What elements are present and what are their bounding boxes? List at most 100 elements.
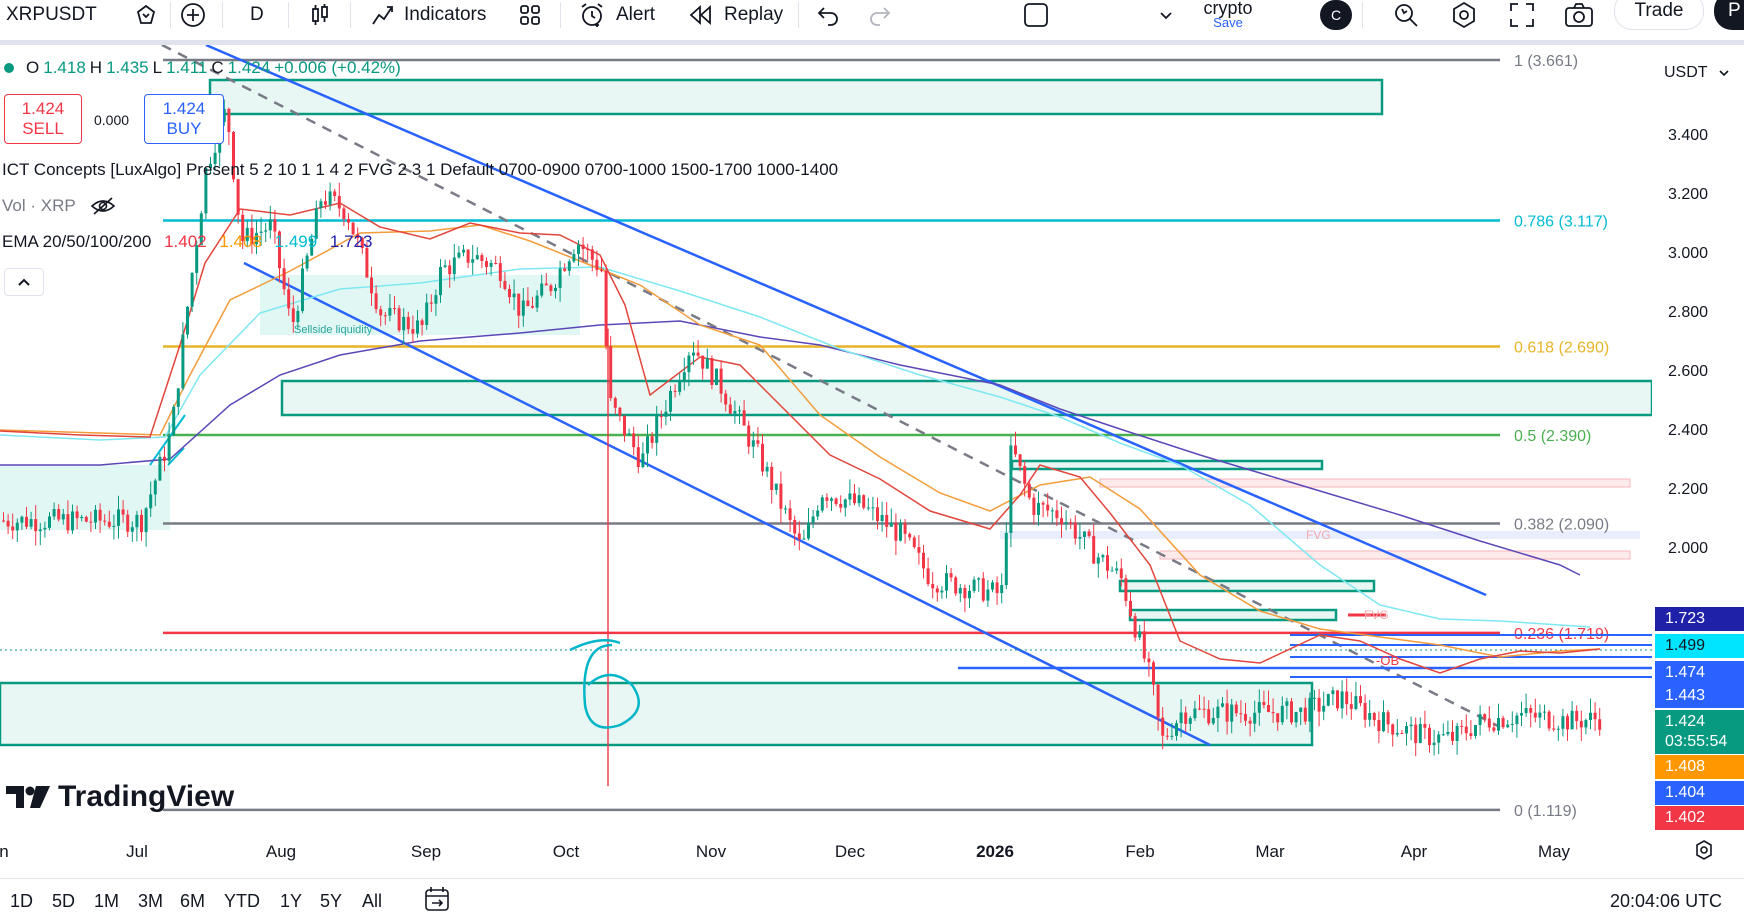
range-button-6m[interactable]: 6M (180, 891, 206, 911)
collapse-legend-button[interactable] (4, 268, 44, 296)
publish-button[interactable]: P (1714, 0, 1744, 30)
candle-body (1129, 600, 1132, 617)
templates-icon[interactable] (518, 0, 542, 30)
indicators-button[interactable]: Indicators (370, 0, 486, 30)
candle-body (1469, 733, 1473, 736)
candlestick-series[interactable] (2, 99, 1602, 786)
channel-upper-line[interactable] (205, 45, 1487, 597)
order-block-box[interactable] (1128, 608, 1338, 622)
undo-button[interactable] (816, 0, 840, 30)
candle-body (958, 587, 962, 594)
chart-type-icon[interactable] (308, 0, 332, 30)
candle-body (1579, 721, 1583, 728)
fib-level-label: 0 (1.119) (1514, 803, 1577, 820)
range-button-5y[interactable]: 5Y (320, 891, 343, 911)
eye-hidden-icon[interactable] (90, 196, 116, 216)
handwritten-six-drawing[interactable] (569, 638, 640, 729)
range-button-1m[interactable]: 1M (94, 891, 120, 911)
fullscreen-icon[interactable] (1508, 0, 1536, 30)
interval-button[interactable]: D (250, 0, 264, 30)
candle-body (66, 514, 70, 531)
candle-body (853, 493, 856, 504)
candle-body (259, 231, 263, 233)
candle-body (1529, 707, 1533, 713)
redo-button[interactable] (868, 0, 892, 30)
symbol-search-button[interactable]: XRPUSDT (6, 0, 97, 30)
range-button-3m[interactable]: 3M (138, 891, 164, 911)
order-block-box[interactable] (1010, 459, 1324, 471)
trade-button[interactable]: Trade (1614, 0, 1704, 30)
utc-clock[interactable]: 20:04:06 UTC (1610, 891, 1723, 911)
indicator-legend-ict[interactable]: ICT Concepts [LuxAlgo] Present 5 2 10 1 … (2, 160, 838, 180)
candle-body (1524, 707, 1528, 714)
candle-body (1589, 712, 1592, 721)
layout-toggle-icon[interactable] (1022, 0, 1050, 30)
ema-50-line[interactable] (0, 224, 1601, 658)
volume-indicator-label: Vol · XRP (2, 196, 76, 215)
order-block-box[interactable] (1118, 579, 1376, 593)
ema-200-line[interactable] (0, 320, 1581, 576)
camera-snapshot-icon[interactable] (1564, 0, 1594, 30)
order-block-box[interactable] (208, 78, 1384, 116)
indicators-label: Indicators (404, 4, 487, 25)
range-button-1y[interactable]: 1Y (280, 891, 303, 911)
candle-body (425, 302, 429, 325)
candle-body (696, 352, 700, 356)
candle-body (1441, 734, 1445, 736)
range-button-ytd[interactable]: YTD (224, 891, 260, 911)
price-axis-label: 03:55:54 (1655, 730, 1744, 754)
candle-body (186, 306, 189, 335)
candle-body (291, 308, 295, 323)
ema-100-line[interactable] (0, 266, 1591, 628)
date-range-picker-button[interactable] (422, 885, 452, 920)
candle-body (715, 368, 718, 385)
undo-icon (817, 7, 838, 26)
price-tick-label: 2.200 (1668, 481, 1709, 498)
candle-body (1395, 732, 1399, 735)
ema-20-line[interactable] (0, 202, 1601, 674)
compare-symbol-button[interactable] (180, 0, 206, 30)
candle-body (756, 440, 760, 444)
order-block-box[interactable] (0, 681, 1314, 747)
candle-body (572, 253, 576, 262)
candle-body (954, 577, 958, 594)
currency-selector[interactable]: USDT (1660, 58, 1744, 88)
settings-gear-icon[interactable] (1450, 0, 1478, 30)
quick-search-icon[interactable] (1392, 0, 1420, 30)
candle-body (1326, 694, 1330, 706)
buy-button[interactable]: 1.424 BUY (144, 94, 224, 144)
candle-body (1308, 697, 1312, 722)
chart-pane[interactable]: 1 (3.661) 0.786 (3.117) 0.618 (2.690) 0.5 (… (0, 45, 1744, 921)
sell-button[interactable]: 1.424 SELL (4, 94, 82, 144)
fib-level-label: 1 (3.661) (1514, 53, 1578, 70)
candle-body (650, 436, 654, 443)
candle-body (899, 523, 902, 541)
candle-body (641, 453, 645, 468)
order-block-box[interactable] (280, 379, 1654, 417)
candle-body (866, 507, 870, 509)
indicator-legend-volume[interactable]: Vol · XRP (2, 196, 116, 216)
alert-button[interactable]: Alert (578, 0, 655, 30)
time-axis-settings-icon[interactable] (1692, 838, 1716, 867)
save-layout-button[interactable]: crypto Save (1196, 0, 1260, 30)
candle-body (609, 346, 613, 399)
time-tick-label: Mar (1255, 842, 1285, 861)
top-toolbar: XRPUSDT D Indicators Alert Replay crypto (0, 0, 1744, 40)
replay-button[interactable]: Replay (688, 0, 783, 30)
ema-200-value: 1.723 (329, 232, 373, 251)
candle-body (1483, 714, 1487, 719)
candle-body (1556, 728, 1560, 730)
symbol-label: XRPUSDT (6, 4, 97, 25)
range-button-1d[interactable]: 1D (10, 891, 34, 911)
range-button-5d[interactable]: 5D (52, 891, 76, 911)
price-chart[interactable]: 1 (3.661) 0.786 (3.117) 0.618 (2.690) 0.5 (… (0, 45, 1744, 921)
avatar[interactable]: C (1320, 0, 1352, 30)
layout-menu-chevron-icon[interactable] (1158, 0, 1174, 30)
favorite-icon[interactable] (134, 0, 158, 30)
candle-body (434, 295, 438, 304)
indicator-legend-ema[interactable]: EMA 20/50/100/200 1.402 1.408 1.499 1.72… (2, 232, 372, 252)
channel-mid-dashed-line[interactable] (161, 45, 1501, 729)
fib-retracement[interactable]: 1 (3.661) 0.786 (3.117) 0.618 (2.690) 0.5 (… (163, 53, 1609, 820)
fvg-label: FVG (1364, 608, 1389, 622)
range-button-all[interactable]: All (362, 891, 383, 911)
